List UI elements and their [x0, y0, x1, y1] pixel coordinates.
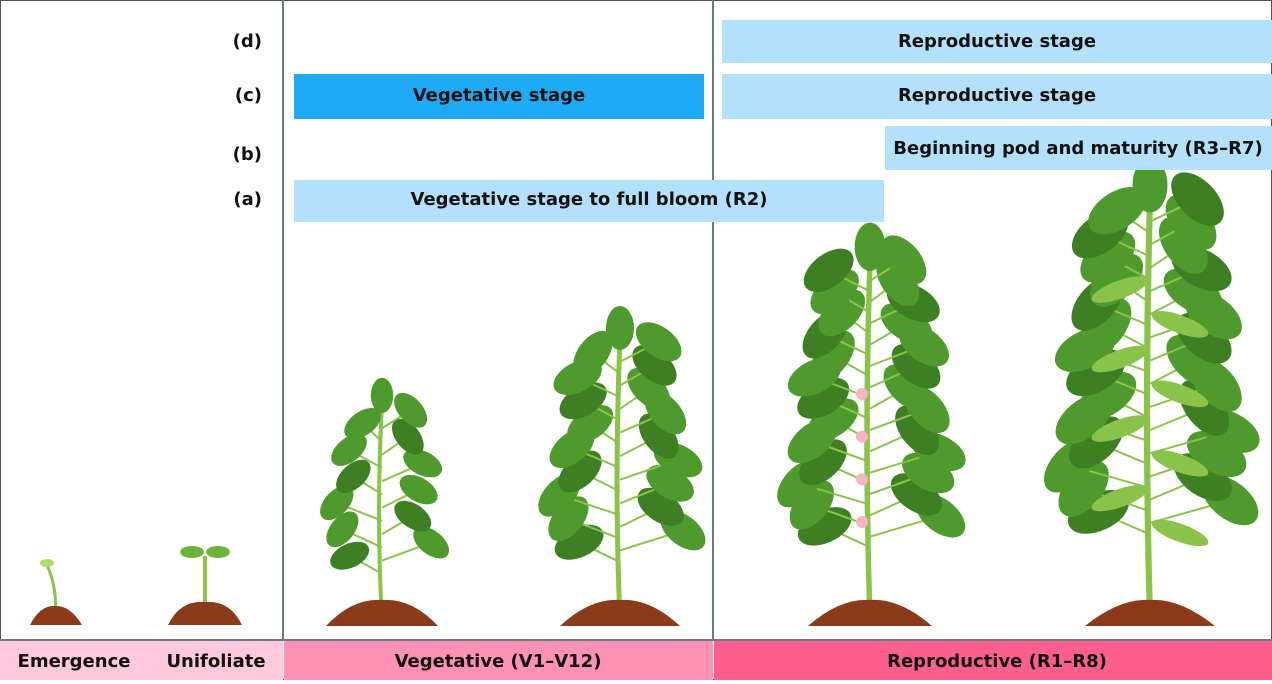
- stage-label: Reproductive (R1–R8): [887, 651, 1107, 672]
- soil: [560, 599, 680, 626]
- leaf: [413, 526, 450, 559]
- stage-bar: [885, 126, 1272, 170]
- stem: [614, 339, 623, 621]
- flower: [856, 388, 868, 400]
- leaf: [370, 377, 394, 413]
- row-label: (b): [233, 144, 262, 165]
- leaf: [330, 541, 370, 570]
- leaf: [180, 546, 204, 558]
- bar-label: Beginning pod and maturity (R3–R7): [893, 138, 1262, 159]
- leaf: [818, 289, 866, 337]
- leaf: [399, 474, 438, 505]
- stage-band: [0, 641, 283, 680]
- stage-bar: [294, 180, 884, 222]
- leaf: [391, 418, 424, 455]
- leaf: [1088, 186, 1147, 235]
- pod: [1091, 276, 1149, 303]
- pod: [1151, 310, 1209, 338]
- leaf: [606, 306, 634, 350]
- leaf: [881, 235, 927, 285]
- pod: [1151, 450, 1209, 477]
- leaf: [326, 511, 359, 548]
- row-label: (d): [233, 31, 262, 52]
- stage-label: Vegetative (V1–V12): [395, 651, 602, 672]
- bar-label: Reproductive stage: [898, 31, 1096, 52]
- plants: [30, 157, 1260, 626]
- seed: [40, 559, 54, 567]
- stage-bar: [294, 74, 704, 119]
- leaf: [394, 392, 428, 428]
- stage-label: Emergence: [18, 651, 131, 672]
- bar-label: Vegetative stage: [413, 85, 586, 106]
- pod: [1091, 345, 1149, 373]
- pod: [1091, 415, 1149, 442]
- stage-label: Unifoliate: [166, 651, 265, 672]
- leaf: [336, 459, 371, 494]
- row-label: (a): [233, 189, 262, 210]
- leaf: [627, 367, 671, 410]
- leaf: [635, 322, 682, 362]
- stem: [1143, 199, 1154, 621]
- bar-label: Vegetative stage to full bloom (R2): [411, 189, 768, 210]
- stage-band: [714, 641, 1272, 680]
- stem: [377, 404, 384, 621]
- pod: [1151, 380, 1209, 408]
- leaf: [394, 500, 432, 532]
- pod: [1091, 484, 1149, 512]
- row-label: (c): [235, 85, 262, 106]
- stage-band: [284, 641, 713, 680]
- leaf: [206, 546, 230, 558]
- flower: [856, 516, 868, 528]
- flower: [856, 473, 868, 486]
- soil: [1085, 599, 1215, 626]
- leaf: [573, 330, 613, 377]
- soil: [808, 599, 932, 626]
- leaf: [1171, 172, 1224, 226]
- bar-label: Reproductive stage: [898, 85, 1096, 106]
- soil: [168, 601, 242, 625]
- leaf: [320, 485, 354, 521]
- leaf: [331, 433, 367, 466]
- leaf: [803, 248, 854, 293]
- leaf: [854, 222, 886, 271]
- pod: [1151, 519, 1209, 547]
- stage-bar: [722, 20, 1272, 63]
- leaf: [344, 408, 381, 439]
- leaf: [403, 449, 443, 478]
- leaf: [1132, 157, 1168, 213]
- stage-bar: [722, 74, 1272, 119]
- soil: [326, 599, 438, 626]
- soil: [30, 605, 82, 625]
- flower: [856, 430, 868, 443]
